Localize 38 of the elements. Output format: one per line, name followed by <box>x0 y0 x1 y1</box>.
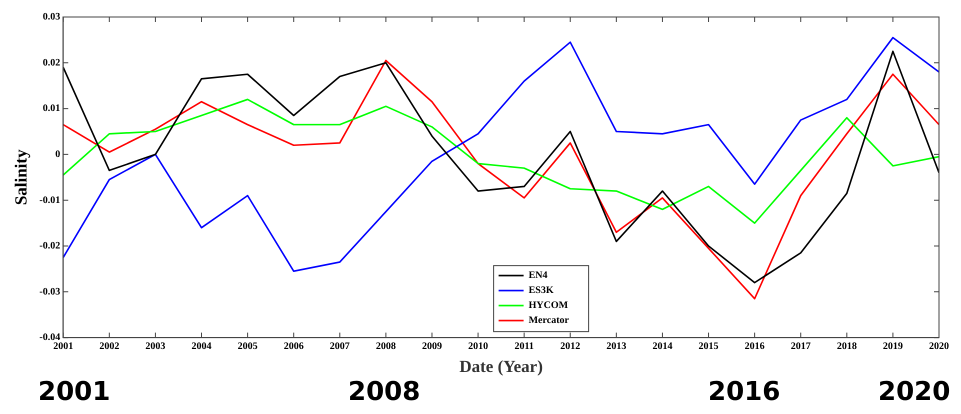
y-tick-label: -0.02 <box>39 240 60 252</box>
x-tick-label: 2014 <box>652 341 672 352</box>
x-tick-label: 2017 <box>790 341 811 352</box>
x-tick-label: 2015 <box>698 341 719 352</box>
x-tick-label: 2016 <box>744 341 765 352</box>
x-tick-label: 2003 <box>145 341 166 352</box>
x-tick-label: 2020 <box>929 341 949 352</box>
legend-label: ES3K <box>528 285 554 296</box>
x-tick-label: 2006 <box>284 341 304 352</box>
text: 2008 <box>348 377 420 407</box>
x-tick-label: 2007 <box>330 341 350 352</box>
y-tick-label: 0.01 <box>42 103 60 114</box>
text: 2001 <box>38 377 110 407</box>
legend-label: HYCOM <box>528 300 569 312</box>
x-tick-label: 2001 <box>53 341 74 352</box>
y-tick-label: -0.03 <box>39 286 60 298</box>
y-tick-label: -0.04 <box>39 332 60 344</box>
y-axis-title: Salinity <box>12 148 31 206</box>
x-tick-label: 2005 <box>238 341 258 352</box>
y-tick-label: -0.01 <box>39 194 60 206</box>
y-tick-label: 0.03 <box>42 12 60 23</box>
x-tick-label: 2013 <box>606 341 626 352</box>
x-tick-label: 2011 <box>514 341 534 352</box>
y-tick-label: 0.02 <box>42 57 60 68</box>
x-tick-label: 2010 <box>468 341 488 352</box>
text: 2016 <box>708 377 780 407</box>
legend-label: Mercator <box>528 315 570 326</box>
text: 2020 <box>878 377 950 407</box>
x-tick-label: 2002 <box>99 341 120 352</box>
x-tick-label: 2009 <box>422 341 442 352</box>
x-tick-label: 2012 <box>560 341 580 352</box>
x-tick-label: 2004 <box>192 341 212 352</box>
x-tick-label: 2008 <box>376 341 396 352</box>
x-tick-label: 2019 <box>882 341 903 352</box>
x-axis-title: Date (Year) <box>459 357 543 376</box>
x-tick-label: 2018 <box>836 341 857 352</box>
legend-label: EN4 <box>528 270 548 282</box>
y-tick-label: 0 <box>55 148 60 160</box>
